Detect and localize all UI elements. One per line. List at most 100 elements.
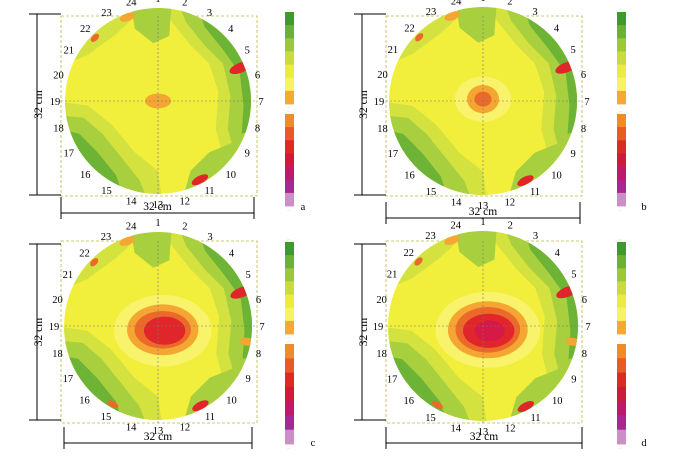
colorbar-swatch: [285, 12, 294, 26]
sensor-label-23: 23: [101, 232, 112, 243]
colorbar-swatch: [285, 320, 294, 335]
sensor-label-23: 23: [426, 7, 437, 18]
sensor-label-4: 4: [228, 24, 234, 35]
colorbar-tick: ...: [619, 208, 622, 212]
edge-hot-spot: [107, 400, 119, 409]
sensor-label-11: 11: [205, 412, 215, 423]
sensor-label-13: 13: [478, 201, 489, 212]
colorbar-swatch: [617, 281, 626, 295]
colorbar-swatch: [285, 386, 294, 402]
sensor-label-24: 24: [126, 0, 137, 9]
sensor-label-14: 14: [126, 423, 137, 434]
colorbar-swatch: [285, 281, 294, 295]
sensor-label-5: 5: [245, 46, 250, 57]
sensor-label-11: 11: [530, 187, 540, 198]
sensor-label-16: 16: [79, 396, 90, 407]
colorbar-swatch: [617, 386, 626, 402]
hot-spot: [474, 91, 492, 107]
sensor-label-4: 4: [554, 24, 560, 35]
sensor-label-17: 17: [387, 375, 398, 386]
sensor-label-21: 21: [64, 46, 75, 57]
colorbar-swatch: [617, 268, 626, 282]
colorbar-tick: ...: [287, 109, 290, 113]
green-patch-top: [454, 7, 498, 43]
sensor-label-15: 15: [101, 186, 112, 197]
panel-a: 1234567891011121314151617181920212223243…: [29, 0, 306, 219]
colorbar-swatch: [285, 77, 294, 92]
sensor-label-22: 22: [80, 24, 91, 35]
sensor-label-13: 13: [153, 426, 164, 437]
colorbar-swatch: [285, 358, 294, 373]
colorbar-swatch: [617, 127, 626, 141]
width-dimension-label: 32 cm: [469, 206, 497, 218]
height-dimension-label: 32 cm: [33, 318, 45, 346]
edge-hot-spot: [444, 235, 460, 245]
sensor-label-6: 6: [255, 70, 260, 81]
colorbar-tick: ...: [287, 7, 290, 11]
colorbar-swatch: [617, 140, 626, 154]
panel-letter: c: [311, 438, 316, 449]
sensor-label-17: 17: [63, 374, 74, 385]
edge-hot-spot: [119, 12, 136, 22]
edge-hot-spot: [565, 337, 578, 346]
colorbar-swatch: [617, 320, 626, 335]
colorbar-swatch: [285, 140, 294, 154]
sensor-label-4: 4: [555, 248, 561, 259]
sensor-label-1: 1: [480, 0, 485, 4]
colorbar-tick: ...: [619, 109, 622, 113]
edge-hot-spot: [444, 11, 460, 21]
hot-spot: [143, 316, 186, 345]
sensor-label-8: 8: [581, 124, 586, 135]
colorbar-swatch: [285, 307, 294, 322]
sensor-label-20: 20: [52, 295, 63, 306]
sensor-label-19: 19: [374, 97, 385, 108]
panel-letter: d: [641, 438, 647, 449]
sensor-label-10: 10: [552, 396, 563, 407]
sensor-label-10: 10: [226, 396, 237, 407]
colorbar-swatch: [617, 25, 626, 39]
colorbar-swatch: [617, 166, 626, 181]
sensor-label-5: 5: [571, 270, 576, 281]
colorbar-tick: ...: [287, 105, 290, 109]
sensor-label-7: 7: [259, 322, 264, 333]
green-patch-top: [454, 231, 498, 268]
colorbar-swatch: [285, 127, 294, 141]
sensor-label-19: 19: [50, 97, 61, 108]
sensor-label-20: 20: [377, 70, 388, 81]
colorbar-swatch: [285, 153, 294, 167]
height-dimension-label: 32 cm: [358, 90, 370, 118]
sensor-label-24: 24: [451, 0, 462, 8]
sensor-label-23: 23: [425, 231, 436, 242]
colorbar-tick: ...: [287, 208, 290, 212]
sensor-label-11: 11: [530, 413, 540, 424]
sensor-label-21: 21: [63, 270, 74, 281]
sensor-label-17: 17: [64, 149, 75, 160]
sensor-label-6: 6: [582, 295, 587, 306]
sensor-label-23: 23: [101, 8, 112, 19]
sensor-label-8: 8: [582, 349, 587, 360]
colorbar-swatch: [617, 344, 626, 359]
sensor-label-20: 20: [376, 295, 387, 306]
height-dimension-label: 32 cm: [33, 90, 45, 118]
sensor-label-6: 6: [581, 70, 586, 81]
edge-hot-spot: [414, 257, 423, 266]
sensor-label-14: 14: [451, 423, 462, 434]
colorbar-swatch: [285, 255, 294, 269]
sensor-label-3: 3: [207, 8, 212, 19]
sensor-label-19: 19: [373, 322, 384, 333]
sensor-label-19: 19: [49, 322, 60, 333]
panel-d: 1 234567891011121314151617181920212223243…: [354, 217, 647, 450]
colorbar-swatch: [285, 90, 294, 105]
colorbar-swatch: [617, 12, 626, 26]
sensor-label-16: 16: [404, 171, 415, 182]
colorbar-swatch: [617, 372, 626, 388]
width-dimension-label: 32 cm: [143, 201, 171, 213]
colorbar-swatch: [285, 429, 294, 445]
colorbar-swatch: [285, 38, 294, 52]
sensor-label-9: 9: [570, 149, 575, 160]
sensor-label-13: 13: [478, 427, 489, 438]
colorbar-swatch: [285, 51, 294, 65]
sensor-label-24: 24: [451, 221, 462, 232]
width-dimension-label: 32 cm: [144, 431, 172, 443]
